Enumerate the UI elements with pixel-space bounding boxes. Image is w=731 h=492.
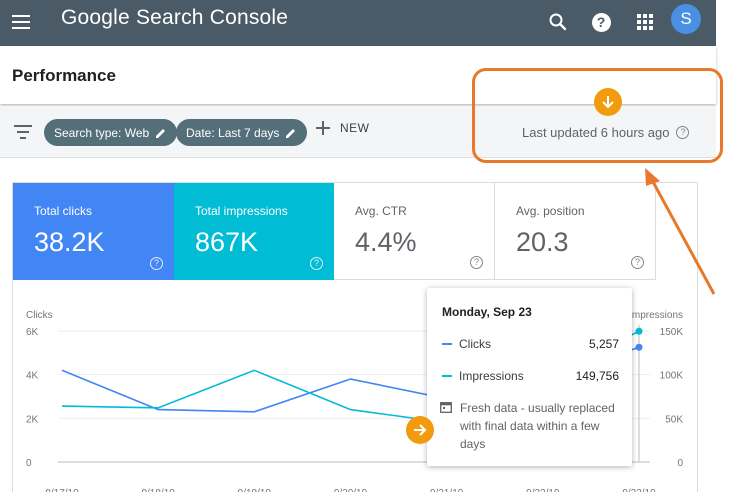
metric-label: Avg. position (516, 204, 585, 218)
help-icon[interactable]: ? (586, 7, 616, 37)
metric-total-clicks[interactable]: Total clicks 38.2K ? (13, 183, 174, 280)
annotation-highlight-box (472, 68, 723, 163)
new-label: NEW (340, 121, 370, 135)
edit-icon (156, 128, 166, 138)
metric-label: Avg. CTR (355, 204, 407, 218)
tooltip-clicks-value: 5,257 (588, 337, 619, 351)
metric-avg-ctr[interactable]: Avg. CTR 4.4% ? (334, 183, 495, 280)
arrow-down-icon (594, 88, 622, 116)
page-title: Performance (12, 66, 116, 85)
metric-value: 20.3 (516, 227, 569, 257)
impressions-swatch (442, 375, 452, 377)
help-icon[interactable]: ? (470, 256, 483, 269)
metric-label: Total impressions (195, 204, 288, 218)
help-icon[interactable]: ? (150, 257, 163, 270)
calendar-icon (440, 402, 452, 413)
tooltip-note: Fresh data - usually replaced with final… (460, 401, 615, 451)
date-label: Date: Last 7 days (186, 125, 280, 140)
tooltip-clicks-label: Clicks (459, 337, 491, 351)
search-type-chip[interactable]: Search type: Web (44, 119, 178, 146)
metric-avg-position[interactable]: Avg. position 20.3 ? (495, 183, 656, 280)
filter-bar: Search type: Web Date: Last 7 days NEW L… (0, 106, 716, 158)
tooltip-impressions-value: 149,756 (575, 369, 619, 383)
last-updated-text: Last updated 6 hours ago (522, 125, 670, 140)
metric-label: Total clicks (34, 204, 93, 218)
new-filter-button[interactable]: NEW (316, 121, 370, 135)
tooltip-impressions-row: Impressions 149,756 (442, 369, 619, 383)
tooltip-date: Monday, Sep 23 (442, 305, 532, 319)
date-chip[interactable]: Date: Last 7 days (176, 119, 308, 146)
edit-icon (286, 128, 296, 138)
brand-title[interactable]: Google Search Console (61, 6, 289, 29)
apps-icon[interactable] (630, 7, 660, 37)
top-app-bar: Google Search Console ? S (0, 0, 716, 46)
chart-tooltip: Monday, Sep 23 Clicks 5,257 Impressions … (427, 288, 632, 466)
tooltip-impressions-label: Impressions (459, 369, 524, 383)
metric-value: 867K (195, 227, 259, 257)
metric-total-impressions[interactable]: Total impressions 867K ? (174, 183, 334, 280)
help-icon[interactable]: ? (631, 256, 644, 269)
filter-icon[interactable] (14, 125, 32, 139)
menu-icon[interactable] (12, 10, 34, 34)
avatar[interactable]: S (671, 4, 701, 34)
search-type-label: Search type: Web (54, 125, 150, 140)
help-icon[interactable]: ? (310, 257, 323, 270)
plus-icon (316, 121, 330, 135)
last-updated: Last updated 6 hours ago ? (522, 125, 690, 140)
clicks-swatch (442, 343, 452, 345)
help-icon[interactable]: ? (676, 126, 690, 139)
search-icon[interactable] (543, 7, 573, 37)
tooltip-clicks-row: Clicks 5,257 (442, 337, 619, 351)
arrow-right-icon (406, 416, 434, 444)
metric-value: 38.2K (34, 227, 105, 257)
metric-value: 4.4% (355, 227, 417, 257)
